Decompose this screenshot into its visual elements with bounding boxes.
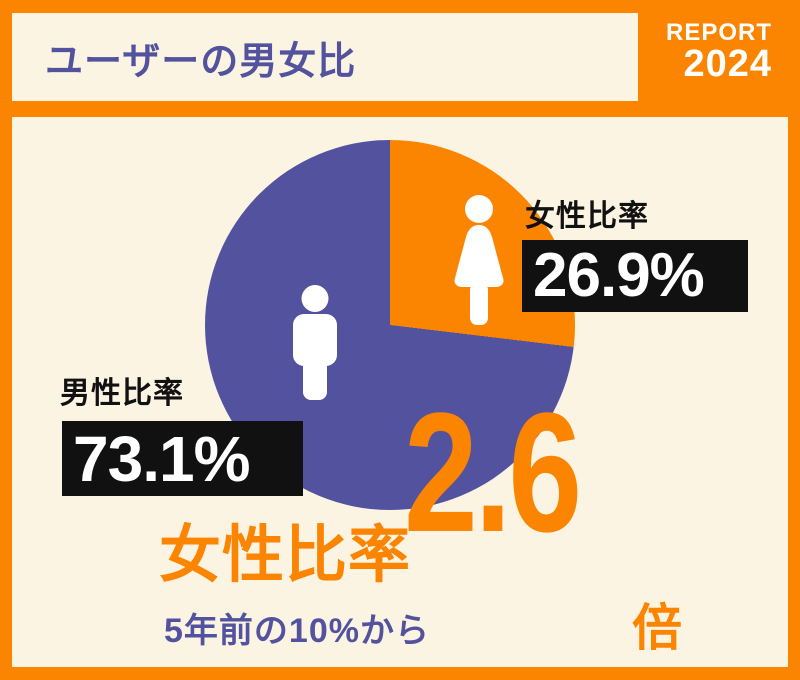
chart-panel: 女性比率 26.9% 男性比率 73.1% 女性比率 5年前の10%から 2.6… [12, 117, 788, 667]
page-title: ユーザーの男女比 [45, 40, 357, 83]
male-person-icon [293, 285, 337, 400]
highlight-unit: 倍 [632, 600, 682, 656]
highlight-number: 2.6 [404, 378, 582, 568]
female-slice-label: 女性比率 [525, 200, 649, 233]
report-badge-year: 2024 [683, 43, 772, 86]
report-badge-label: REPORT [665, 19, 772, 46]
report-badge: REPORT 2024 [666, 20, 772, 85]
male-slice-label: 男性比率 [60, 377, 184, 410]
female-value-box: 26.9% [522, 240, 748, 312]
highlight-subtext: 5年前の10%から [164, 612, 430, 650]
highlight-label: 女性比率 [159, 521, 412, 590]
female-person-icon [454, 195, 504, 325]
male-value: 73.1% [73, 422, 250, 495]
male-value-box: 73.1% [62, 421, 303, 496]
header-title-panel: ユーザーの男女比 [12, 13, 638, 101]
female-value: 26.9% [533, 241, 705, 310]
